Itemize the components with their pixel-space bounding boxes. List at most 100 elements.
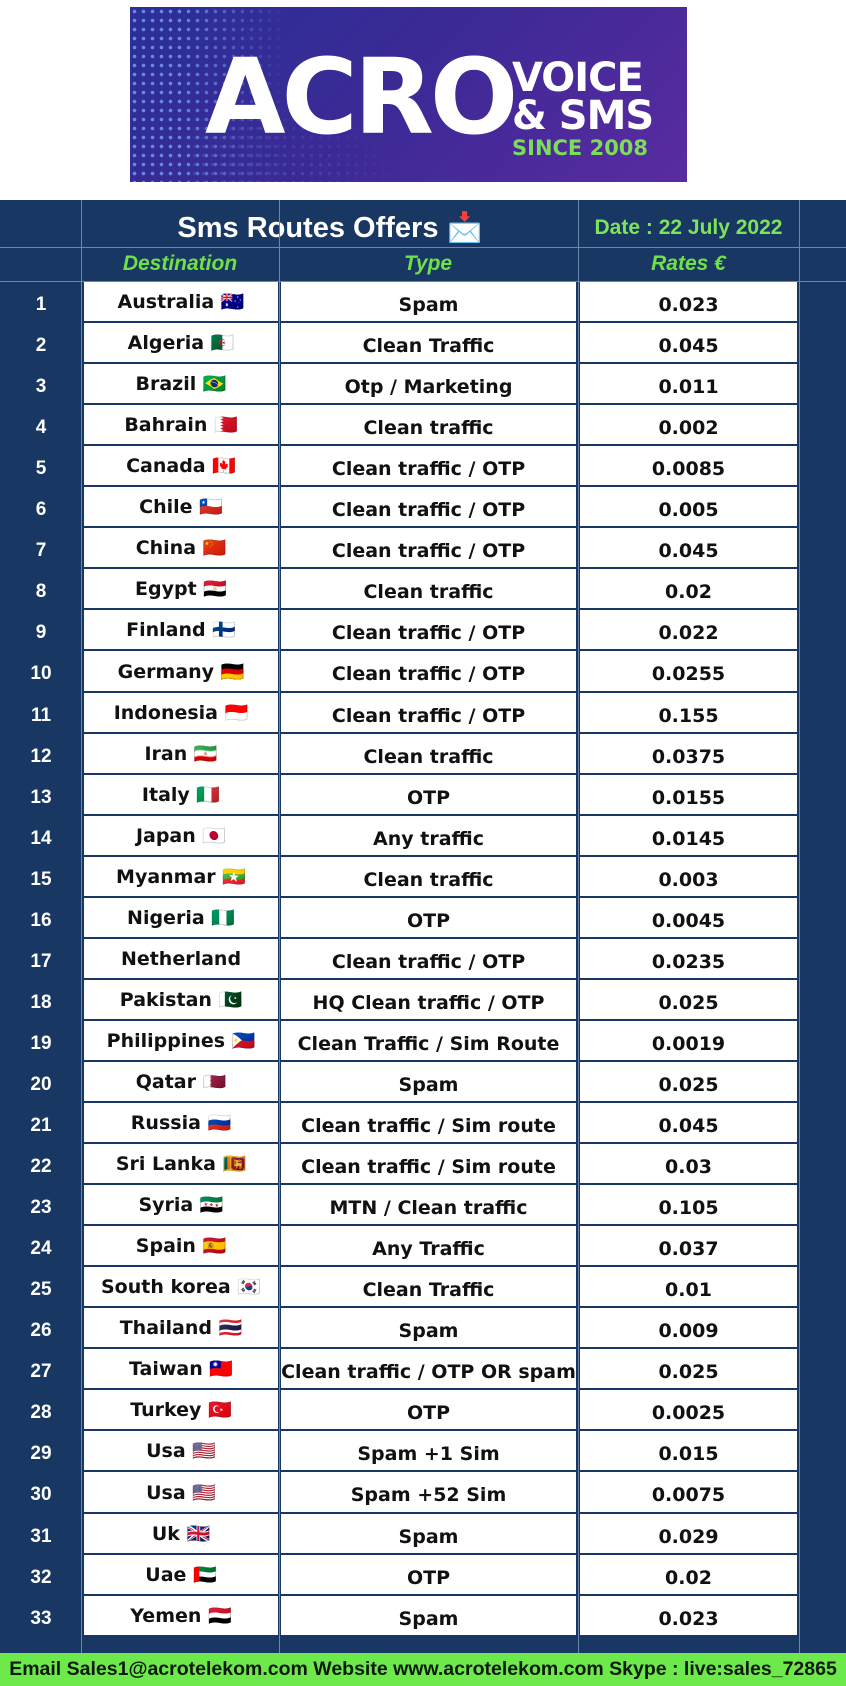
destination-cell: Canada 🇨🇦 xyxy=(84,446,278,485)
type-cell: Clean traffic xyxy=(281,569,576,608)
row-number: 33 xyxy=(30,1608,52,1629)
type-cell: OTP xyxy=(281,1390,576,1429)
destination-cell: Sri Lanka 🇱🇰 xyxy=(84,1144,278,1183)
rate-cell: 0.0085 xyxy=(580,446,797,485)
destination-cell: Italy 🇮🇹 xyxy=(84,775,278,814)
rate-cell: 0.015 xyxy=(580,1431,797,1470)
destination-cell: Qatar 🇶🇦 xyxy=(84,1062,278,1101)
row-number: 5 xyxy=(35,458,47,479)
destination-cell: Usa 🇺🇸 xyxy=(84,1431,278,1470)
rate-cell: 0.01 xyxy=(580,1267,797,1306)
rate-cell: 0.029 xyxy=(580,1514,797,1553)
row-number: 31 xyxy=(30,1526,52,1547)
destination-cell: Thailand 🇹🇭 xyxy=(84,1308,278,1347)
type-cell: Clean Traffic xyxy=(281,1267,576,1306)
tagline-sms: & SMS xyxy=(512,93,654,139)
type-cell: MTN / Clean traffic xyxy=(281,1185,576,1224)
rate-cell: 0.045 xyxy=(580,528,797,567)
destination-cell: Netherland xyxy=(84,939,278,978)
rate-cell: 0.037 xyxy=(580,1226,797,1265)
acro-logo-banner: ACRO VOICE & SMS SINCE 2008 xyxy=(130,7,687,182)
destination-cell: Finland 🇫🇮 xyxy=(84,610,278,649)
grid-line xyxy=(0,247,846,248)
destination-cell: China 🇨🇳 xyxy=(84,528,278,567)
type-cell: OTP xyxy=(281,1555,576,1594)
type-cell: Clean traffic / OTP xyxy=(281,610,576,649)
rate-cell: 0.009 xyxy=(580,1308,797,1347)
destination-cell: South korea 🇰🇷 xyxy=(84,1267,278,1306)
destination-cell: Japan 🇯🇵 xyxy=(84,816,278,855)
type-cell: OTP xyxy=(281,898,576,937)
rate-cell: 0.005 xyxy=(580,487,797,526)
destination-cell: Iran 🇮🇷 xyxy=(84,734,278,773)
row-number: 9 xyxy=(35,622,47,643)
row-number: 21 xyxy=(30,1115,52,1136)
row-number: 3 xyxy=(35,376,47,397)
type-cell: OTP xyxy=(281,775,576,814)
destination-cell: Algeria 🇩🇿 xyxy=(84,323,278,362)
header-type: Type xyxy=(403,252,453,275)
destination-cell: Taiwan 🇹🇼 xyxy=(84,1349,278,1388)
rate-cell: 0.011 xyxy=(580,364,797,403)
row-number: 16 xyxy=(30,910,52,931)
rate-cell: 0.0025 xyxy=(580,1390,797,1429)
row-number: 8 xyxy=(35,581,47,602)
row-number: 6 xyxy=(35,499,47,520)
row-number: 17 xyxy=(30,951,52,972)
destination-cell: Brazil 🇧🇷 xyxy=(84,364,278,403)
destination-cell: Russia 🇷🇺 xyxy=(84,1103,278,1142)
row-number: 14 xyxy=(30,828,52,849)
brand-tagline: VOICE & SMS SINCE 2008 xyxy=(512,55,654,161)
tagline-voice: VOICE xyxy=(512,55,644,101)
grid-line xyxy=(279,200,280,1653)
rates-sheet: Sms Routes Offers 📩 Date : 22 July 2022 … xyxy=(0,200,846,1653)
grid-line xyxy=(578,200,579,1653)
row-number: 20 xyxy=(30,1074,52,1095)
row-number: 19 xyxy=(30,1033,52,1054)
row-number: 15 xyxy=(30,869,52,890)
rate-cell: 0.045 xyxy=(580,323,797,362)
contact-footer: Email Sales1@acrotelekom.com Website www… xyxy=(0,1653,846,1686)
type-cell: Clean traffic / OTP xyxy=(281,487,576,526)
type-cell: Clean traffic / OTP OR spam xyxy=(281,1349,576,1388)
type-cell: Spam xyxy=(281,1062,576,1101)
type-cell: Any Traffic xyxy=(281,1226,576,1265)
destination-cell: Syria 🇸🇾 xyxy=(84,1185,278,1224)
sheet-title: Sms Routes Offers 📩 xyxy=(177,212,483,244)
destination-cell: Uae 🇦🇪 xyxy=(84,1555,278,1594)
rate-cell: 0.02 xyxy=(580,569,797,608)
type-cell: Spam +1 Sim xyxy=(281,1431,576,1470)
row-number: 29 xyxy=(30,1443,52,1464)
row-number: 4 xyxy=(35,417,47,438)
row-number: 28 xyxy=(30,1402,52,1423)
destination-cell: Chile 🇨🇱 xyxy=(84,487,278,526)
rate-cell: 0.023 xyxy=(580,282,797,321)
dot-pattern-decoration xyxy=(130,7,290,182)
row-number: 12 xyxy=(30,746,52,767)
rate-cell: 0.022 xyxy=(580,610,797,649)
destination-cell: Bahrain 🇧🇭 xyxy=(84,405,278,444)
destination-cell: Uk 🇬🇧 xyxy=(84,1514,278,1553)
rate-cell: 0.0145 xyxy=(580,816,797,855)
destination-cell: Philippines 🇵🇭 xyxy=(84,1021,278,1060)
row-number: 13 xyxy=(30,787,52,808)
type-cell: Clean traffic xyxy=(281,405,576,444)
rate-cell: 0.02 xyxy=(580,1555,797,1594)
row-number: 23 xyxy=(30,1197,52,1218)
row-number: 30 xyxy=(30,1484,52,1505)
type-cell: Clean Traffic xyxy=(281,323,576,362)
tagline-since: SINCE 2008 xyxy=(512,136,649,160)
rate-cell: 0.0155 xyxy=(580,775,797,814)
grid-line xyxy=(799,200,800,1653)
sheet-date: Date : 22 July 2022 xyxy=(594,216,783,239)
grid-line xyxy=(81,200,82,1653)
type-cell: Clean traffic / Sim route xyxy=(281,1103,576,1142)
row-number: 26 xyxy=(30,1320,52,1341)
type-cell: Spam xyxy=(281,1308,576,1347)
row-number: 7 xyxy=(35,540,47,561)
destination-cell: Australia 🇦🇺 xyxy=(84,282,278,321)
grid-line xyxy=(0,281,846,282)
type-cell: Spam xyxy=(281,282,576,321)
type-cell: Any traffic xyxy=(281,816,576,855)
rate-cell: 0.03 xyxy=(580,1144,797,1183)
